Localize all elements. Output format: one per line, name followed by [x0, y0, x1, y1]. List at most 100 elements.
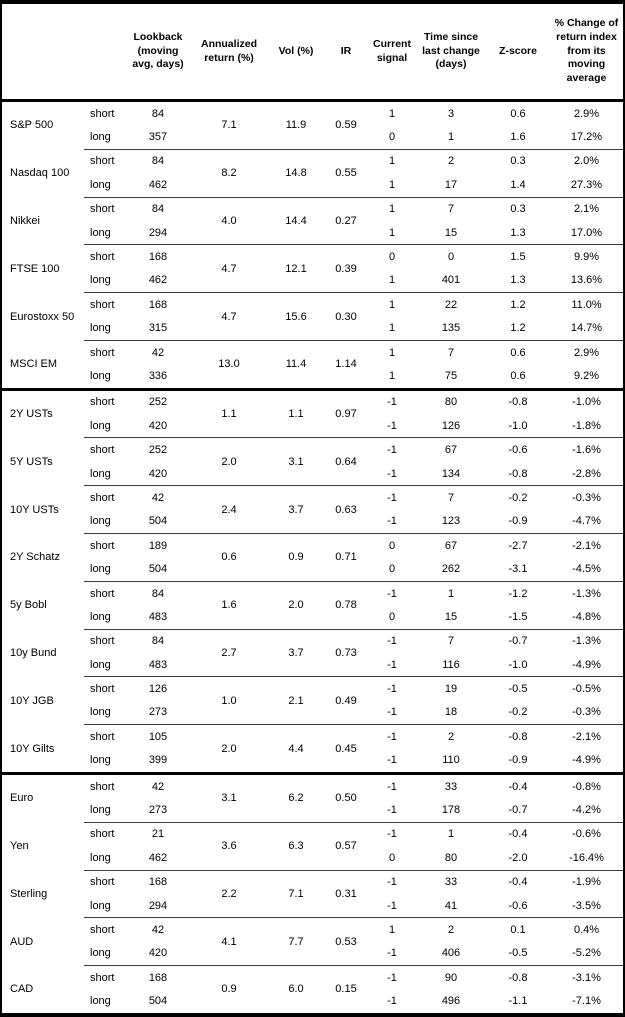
leg-label: long	[90, 274, 111, 287]
lookback-cell: 483	[148, 610, 168, 623]
pct-change-cell: 9.9%	[573, 251, 600, 264]
pct-change-cell: 9.2%	[573, 369, 600, 382]
signal-cell: 0	[388, 610, 396, 623]
time-cell: 1	[447, 131, 455, 144]
time-cell: 7	[447, 635, 455, 648]
leg-label: short	[90, 107, 115, 120]
lookback-cell: 168	[148, 876, 168, 889]
pct-change-cell: 11.0%	[571, 298, 602, 311]
signal-cell: 1	[388, 155, 396, 168]
ir-cell: 0.59	[335, 119, 357, 132]
zscore-cell: -2.0	[508, 851, 528, 864]
zscore-cell: -0.8	[508, 971, 528, 984]
group-divider	[84, 869, 623, 871]
section-fx: Euro short 42 -1 33 -0.4 -0.8% long 273 -1 178 -0.7…	[2, 775, 623, 1013]
vol-cell: 11.9	[285, 119, 307, 132]
instrument-group: FTSE 100 short 168 0 0 1.5 9.9% long 462 1 401 1.3 1…	[2, 245, 623, 292]
pct-change-cell: -2.1%	[572, 539, 601, 552]
instrument-group: 10Y Gilts short 105 -1 2 -0.8 -2.1% long 399 -1 11…	[2, 725, 623, 772]
zscore-cell: -0.9	[508, 754, 528, 767]
signal-cell: -1	[387, 467, 397, 480]
zscore-cell: 1.6	[510, 131, 526, 144]
ir-cell: 0.97	[335, 408, 357, 421]
pct-change-cell: -3.1%	[572, 971, 601, 984]
pct-change-cell: -1.8%	[572, 419, 601, 432]
section-divider	[2, 387, 623, 391]
time-cell: 67	[444, 539, 458, 552]
zscore-cell: -0.8	[508, 396, 528, 409]
lookback-cell: 462	[148, 274, 168, 287]
instrument-name: MSCI EM	[10, 358, 58, 371]
lookback-cell: 294	[148, 226, 168, 239]
leg-label: long	[90, 658, 111, 671]
time-cell: 116	[442, 658, 460, 671]
time-cell: 262	[441, 563, 461, 576]
time-cell: 110	[442, 754, 460, 767]
group-divider	[84, 821, 623, 823]
lookback-cell: 504	[148, 515, 168, 528]
lookback-cell: 336	[148, 369, 168, 382]
pct-change-cell: -4.9%	[572, 658, 601, 671]
leg-label: long	[90, 226, 111, 239]
instrument-name: FTSE 100	[10, 262, 60, 275]
ir-cell: 0.57	[335, 840, 357, 853]
leg-label: long	[90, 369, 111, 382]
instrument-name: 10y Bund	[10, 646, 57, 659]
zscore-cell: -0.8	[508, 730, 528, 743]
time-cell: 1	[447, 828, 455, 841]
lookback-cell: 483	[148, 658, 168, 671]
lookback-cell: 357	[148, 131, 168, 144]
table-body: S&P 500 short 84 1 3 0.6 2.9% long 357 0 1 1.6 17.2%…	[2, 102, 623, 1013]
column-header-ir: IR	[340, 44, 352, 57]
leg-label: long	[90, 178, 111, 191]
signal-cell: -1	[387, 754, 397, 767]
lookback-cell: 294	[148, 899, 168, 912]
time-cell: 1	[447, 587, 455, 600]
zscore-cell: -0.6	[508, 899, 528, 912]
leg-label: short	[90, 251, 115, 264]
ir-cell: 0.31	[335, 887, 357, 900]
signal-cell: 0	[388, 131, 396, 144]
ir-cell: 0.64	[335, 455, 357, 468]
zscore-cell: 1.2	[510, 298, 526, 311]
time-cell: 178	[441, 804, 461, 817]
group-divider	[84, 724, 623, 726]
pct-change-cell: -1.6%	[572, 444, 601, 457]
instrument-group: Nikkei short 84 1 7 0.3 2.1% long 294 1 15 1.3 17.0%…	[2, 198, 623, 245]
lookback-cell: 252	[148, 444, 168, 457]
section-divider	[2, 771, 623, 775]
signal-cell: -1	[387, 971, 397, 984]
group-divider	[84, 676, 623, 678]
leg-label: short	[90, 780, 115, 793]
zscore-cell: -0.9	[508, 515, 528, 528]
pct-change-cell: -1.9%	[572, 876, 601, 889]
time-cell: 80	[444, 851, 458, 864]
instrument-name: 10Y USTs	[10, 503, 59, 516]
zscore-cell: -0.5	[508, 683, 528, 696]
lookback-cell: 504	[148, 563, 168, 576]
signal-cell: 0	[388, 851, 396, 864]
time-cell: 33	[444, 876, 458, 889]
ir-cell: 0.73	[335, 646, 357, 659]
group-divider	[84, 628, 623, 630]
ir-cell: 0.71	[335, 551, 357, 564]
annualized-return-cell: 7.1	[221, 119, 237, 132]
ir-cell: 0.45	[335, 742, 357, 755]
annualized-return-cell: 2.0	[221, 455, 237, 468]
group-divider	[84, 244, 623, 246]
pct-change-cell: 2.9%	[573, 346, 600, 359]
instrument-name: AUD	[10, 935, 34, 948]
leg-label: short	[90, 971, 115, 984]
zscore-cell: 1.3	[510, 226, 526, 239]
lookback-cell: 273	[148, 804, 168, 817]
instrument-name: Sterling	[10, 887, 48, 900]
instrument-group: S&P 500 short 84 1 3 0.6 2.9% long 357 0 1 1.6 17.2%…	[2, 102, 623, 149]
annualized-return-cell: 3.1	[221, 792, 237, 805]
annualized-return-cell: 4.7	[221, 262, 237, 275]
lookback-cell: 168	[148, 298, 168, 311]
signal-cell: 1	[388, 203, 396, 216]
time-cell: 123	[441, 515, 461, 528]
ir-cell: 0.27	[335, 214, 357, 227]
signal-cell: -1	[387, 947, 397, 960]
leg-label: short	[90, 396, 115, 409]
